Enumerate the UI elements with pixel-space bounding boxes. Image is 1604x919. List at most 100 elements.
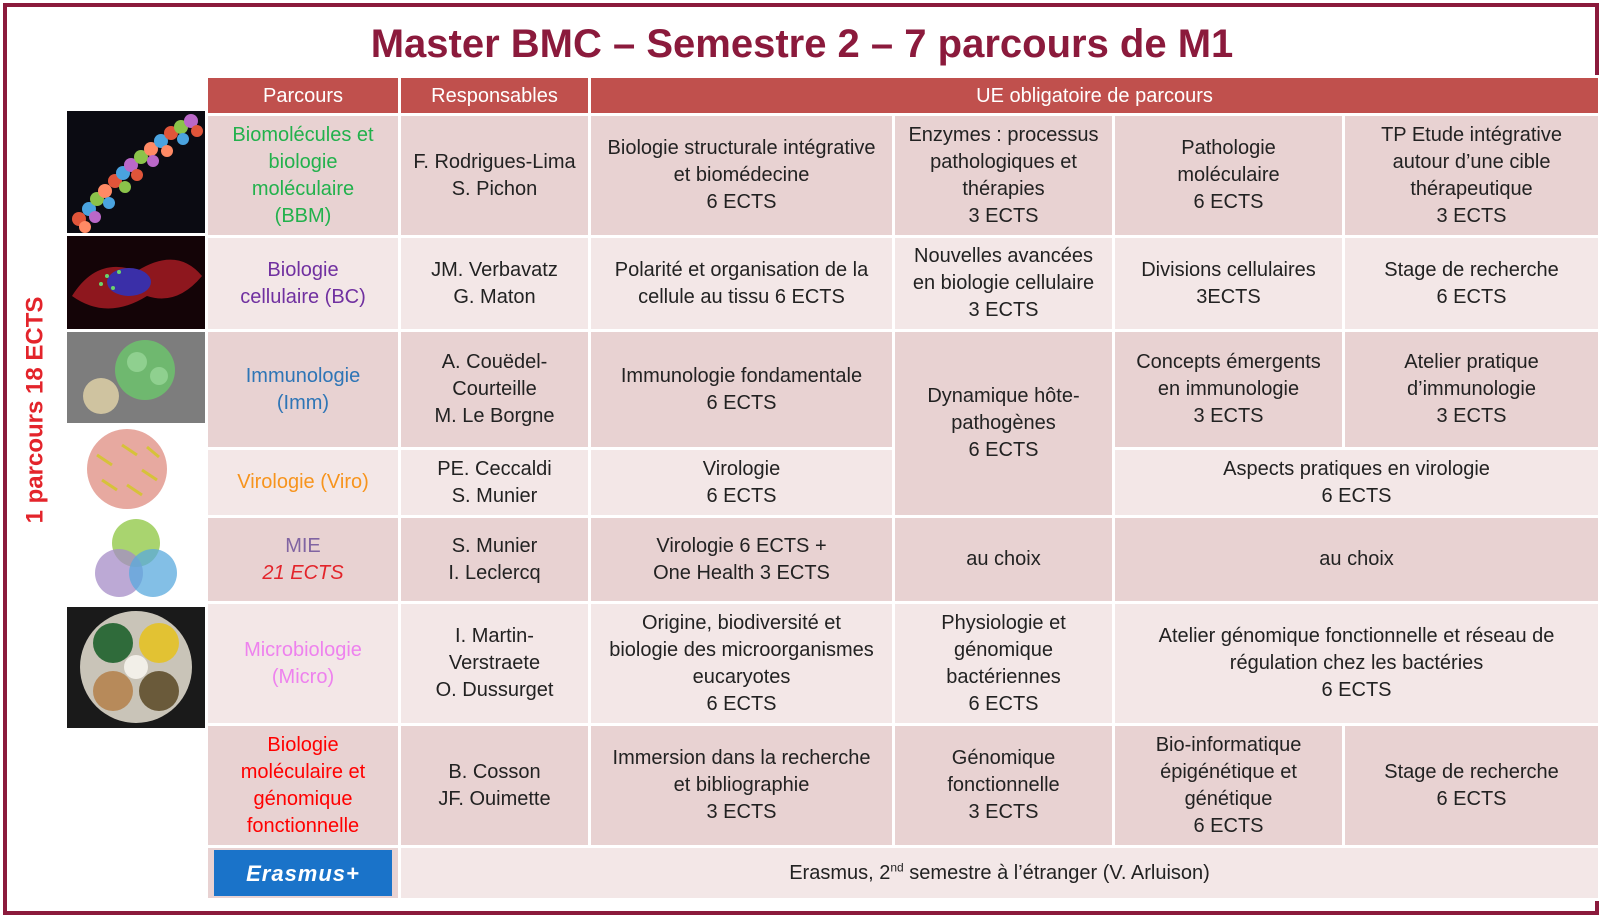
- parcours-name-line: moléculaire et: [240, 760, 366, 783]
- ue-line: One Health 3 ECTS: [653, 561, 830, 584]
- row-imm: Immunologie (Imm) A. Couëdel- Courteille…: [205, 329, 1602, 518]
- row-viro: Virologie (Viro) PE. Ceccaldi S. Munier …: [205, 447, 1602, 518]
- ue-line: Immersion dans la recherche: [612, 747, 871, 769]
- parcours-mie: MIE 21 ECTS: [205, 515, 401, 604]
- responsable-name: Courteille: [452, 378, 537, 400]
- erasmus-text-post: semestre à l’étranger (V. Arluison): [903, 861, 1210, 884]
- ue-line: 3 ECTS: [1436, 405, 1507, 427]
- parcours-name-line: Immunologie: [245, 364, 361, 387]
- dna-image: [67, 111, 205, 233]
- ue-cell: Enzymes : processus pathologiques et thé…: [892, 113, 1115, 238]
- responsable-name: O. Dussurget: [435, 679, 554, 701]
- ue-line: thérapeutique: [1410, 177, 1533, 200]
- ue-line: Atelier pratique: [1404, 351, 1539, 373]
- ue-line: Divisions cellulaires: [1141, 258, 1316, 281]
- ue-line: 6 ECTS: [1436, 285, 1507, 308]
- ue-line: fonctionnelle: [947, 774, 1060, 796]
- responsable-name: Verstraete: [448, 652, 541, 674]
- parcours-bbm: Biomolécules et biologie moléculaire (BB…: [205, 113, 401, 238]
- responsable-name: A. Couëdel-: [441, 351, 548, 373]
- ue-cell: Stage de recherche 6 ECTS: [1341, 235, 1602, 332]
- ue-cell: Atelier pratique d’immunologie 3 ECTS: [1341, 329, 1602, 450]
- ue-line: pathologiques et: [930, 150, 1077, 173]
- ue-line: au choix: [966, 548, 1041, 570]
- responsables-imm: A. Couëdel- Courteille M. Le Borgne: [398, 329, 591, 450]
- ue-line: Génomique: [951, 747, 1056, 769]
- responsable-name: JF. Ouimette: [438, 787, 551, 810]
- ue-line: épigénétique et: [1160, 760, 1297, 783]
- ue-line: Immunologie fondamentale: [620, 364, 863, 387]
- parcours-bc: Biologie cellulaire (BC): [205, 235, 401, 332]
- ue-line: en immunologie: [1157, 378, 1300, 400]
- parcours-name-line: cellulaire (BC): [240, 285, 366, 308]
- ue-line: 6 ECTS: [1436, 787, 1507, 810]
- parcours-table: Parcours Responsables UE obligatoire de …: [205, 75, 1602, 901]
- ue-line: Bio-informatique: [1155, 733, 1302, 756]
- petri-dish-image: [67, 607, 205, 728]
- responsables-mie: S. Munier I. Leclercq: [398, 515, 591, 604]
- responsable-name: I. Leclercq: [448, 561, 541, 584]
- header-ue: UE obligatoire de parcours: [587, 75, 1602, 116]
- ue-line: Dynamique hôte-: [927, 385, 1080, 407]
- ue-cell: au choix: [892, 515, 1115, 604]
- ue-line: Stage de recherche: [1384, 258, 1559, 281]
- parcours-name-line: Virologie (Viro): [237, 471, 369, 493]
- ue-line: 6 ECTS: [706, 692, 777, 715]
- row-bc: Biologie cellulaire (BC) JM. Verbavatz G…: [205, 235, 1602, 332]
- ue-line: 3 ECTS: [968, 204, 1039, 227]
- responsable-name: S. Munier: [451, 484, 538, 507]
- ue-cell: Nouvelles avancées en biologie cellulair…: [892, 235, 1115, 332]
- cell-image: [67, 236, 205, 329]
- ue-line: bactériennes: [946, 665, 1061, 688]
- erasmus-text: Erasmus, 2nd semestre à l’étranger (V. A…: [397, 845, 1602, 901]
- parcours-name-line: biologie: [268, 150, 338, 173]
- ue-line: 6 ECTS: [706, 191, 777, 213]
- responsables-viro: PE. Ceccaldi S. Munier: [398, 447, 591, 518]
- ue-cell: Virologie 6 ECTS + One Health 3 ECTS: [588, 515, 895, 604]
- responsable-name: I. Martin-: [455, 625, 534, 647]
- ue-line: 3ECTS: [1196, 285, 1261, 308]
- parcours-micro: Microbiologie (Micro): [205, 601, 401, 726]
- side-label-text: 1 parcours 18 ECTS: [21, 296, 49, 524]
- ue-line: Atelier génomique fonctionnelle et résea…: [1158, 625, 1555, 647]
- ue-cell: Immersion dans la recherche et bibliogra…: [588, 723, 895, 848]
- parcours-name-line: Biologie: [267, 733, 339, 756]
- ue-line: Virologie: [702, 457, 781, 480]
- responsables-bmgf: B. Cosson JF. Ouimette: [398, 723, 591, 848]
- header-row: Parcours Responsables UE obligatoire de …: [205, 75, 1602, 116]
- ue-line: génétique: [1184, 787, 1273, 810]
- parcours-name-line: génomique: [253, 787, 353, 810]
- parcours-name-line: fonctionnelle: [246, 814, 360, 837]
- ue-line: 3 ECTS: [968, 299, 1039, 321]
- ue-cell: Biologie structurale intégrative et biom…: [588, 113, 895, 238]
- ue-line: moléculaire: [1177, 164, 1280, 186]
- ue-line: Enzymes : processus: [908, 123, 1099, 146]
- ue-line: régulation chez les bactéries: [1229, 652, 1484, 674]
- ue-line: 6 ECTS: [706, 391, 777, 414]
- ue-line: Biologie structurale intégrative: [607, 137, 876, 159]
- ue-cell: Divisions cellulaires 3ECTS: [1112, 235, 1345, 332]
- ue-line: 6 ECTS: [1193, 191, 1264, 213]
- responsables-micro: I. Martin- Verstraete O. Dussurget: [398, 601, 591, 726]
- parcours-name-line: (Micro): [271, 665, 335, 688]
- ue-line: 3 ECTS: [1193, 405, 1264, 427]
- ue-line: Physiologie et: [941, 611, 1066, 634]
- ue-line: TP Etude intégrative: [1381, 123, 1562, 146]
- ue-cell: TP Etude intégrative autour d’une cible …: [1341, 113, 1602, 238]
- ue-line: 3 ECTS: [1436, 204, 1507, 227]
- ue-line: et biomédecine: [673, 164, 810, 186]
- header-parcours: Parcours: [205, 75, 401, 116]
- ue-cell: Polarité et organisation de la cellule a…: [588, 235, 895, 332]
- ue-line: Concepts émergents: [1136, 351, 1321, 373]
- ue-line: d’immunologie: [1407, 378, 1536, 400]
- responsable-name: S. Munier: [451, 534, 538, 557]
- ue-line: et bibliographie: [673, 774, 810, 796]
- ue-cell: Concepts émergents en immunologie 3 ECTS: [1112, 329, 1345, 450]
- virus-image: [67, 425, 205, 513]
- ue-cell: Pathologie moléculaire 6 ECTS: [1112, 113, 1345, 238]
- ue-cell: Atelier génomique fonctionnelle et résea…: [1111, 601, 1602, 726]
- responsable-name: F. Rodrigues-Lima: [413, 150, 576, 173]
- ue-cell: au choix: [1111, 515, 1602, 604]
- ue-line: Virologie 6 ECTS +: [656, 534, 827, 557]
- page-title: Master BMC – Semestre 2 – 7 parcours de …: [370, 22, 1234, 66]
